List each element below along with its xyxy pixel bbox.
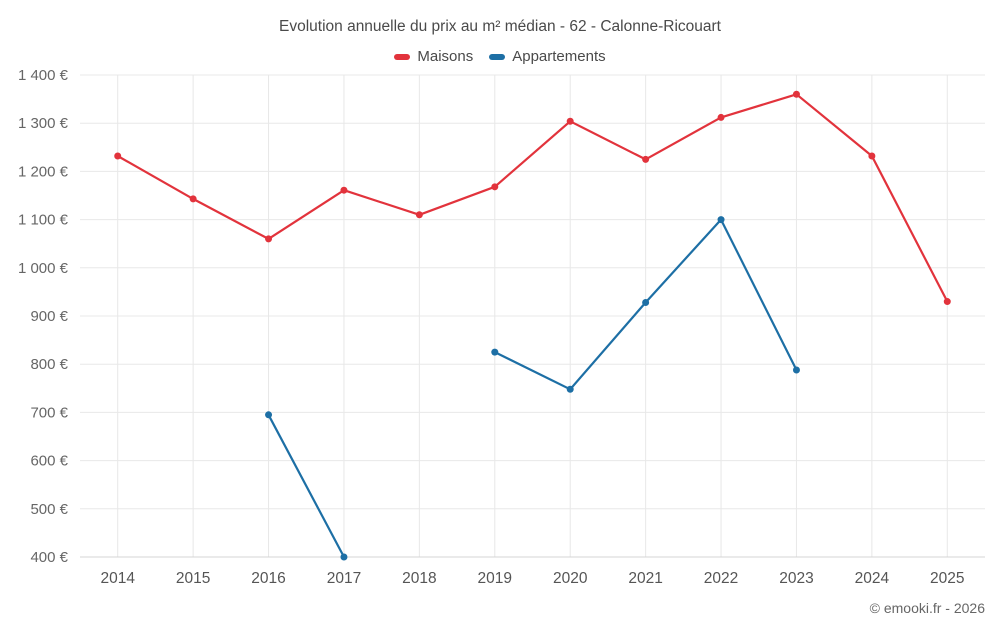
data-point-maisons-2016[interactable] bbox=[265, 235, 273, 243]
copyright: © emooki.fr - 2026 bbox=[869, 600, 985, 616]
data-point-maisons-2022[interactable] bbox=[717, 113, 725, 121]
data-point-appartements-2021[interactable] bbox=[642, 299, 650, 307]
data-point-maisons-2019[interactable] bbox=[491, 183, 499, 191]
x-axis-label: 2019 bbox=[478, 570, 512, 587]
data-point-maisons-2015[interactable] bbox=[189, 195, 197, 203]
data-point-appartements-2023[interactable] bbox=[792, 366, 800, 374]
y-axis-label: 700 € bbox=[30, 404, 68, 421]
data-point-maisons-2023[interactable] bbox=[792, 90, 800, 98]
x-axis-label: 2022 bbox=[704, 570, 738, 587]
x-axis-label: 2014 bbox=[100, 570, 135, 587]
x-axis-label: 2017 bbox=[327, 570, 361, 587]
legend-marker-maisons bbox=[394, 53, 411, 60]
x-axis-label: 2015 bbox=[176, 570, 210, 587]
data-point-maisons-2025[interactable] bbox=[943, 298, 951, 306]
y-axis-label: 1 300 € bbox=[18, 115, 69, 132]
y-axis-label: 800 € bbox=[30, 356, 68, 373]
y-axis-label: 400 € bbox=[30, 549, 68, 566]
data-point-maisons-2014[interactable] bbox=[114, 152, 122, 160]
data-point-appartements-2017[interactable] bbox=[340, 553, 348, 561]
legend-label-maisons: Maisons bbox=[417, 48, 474, 65]
chart-title: Evolution annuelle du prix au m² médian … bbox=[279, 18, 721, 35]
y-axis-label: 600 € bbox=[30, 453, 68, 470]
data-point-appartements-2019[interactable] bbox=[491, 348, 499, 356]
y-axis-label: 1 100 € bbox=[18, 212, 69, 229]
data-point-maisons-2021[interactable] bbox=[642, 155, 650, 163]
legend-label-appartements: Appartements bbox=[512, 48, 606, 65]
legend-item-maisons[interactable]: Maisons bbox=[394, 48, 473, 65]
y-axis-label: 1 000 € bbox=[18, 260, 69, 277]
x-axis-label: 2025 bbox=[930, 570, 964, 587]
x-axis-label: 2021 bbox=[628, 570, 662, 587]
data-point-maisons-2024[interactable] bbox=[868, 152, 876, 160]
y-axis-label: 1 400 € bbox=[18, 67, 69, 84]
legend-marker-appartements bbox=[489, 53, 506, 60]
series-line-appartements bbox=[267, 218, 798, 559]
x-axis-label: 2016 bbox=[251, 570, 285, 587]
data-point-appartements-2016[interactable] bbox=[265, 411, 273, 419]
x-axis-label: 2018 bbox=[402, 570, 436, 587]
data-point-appartements-2022[interactable] bbox=[717, 216, 725, 224]
x-axis-label: 2024 bbox=[855, 570, 890, 587]
data-point-maisons-2020[interactable] bbox=[566, 117, 574, 125]
x-axis-label: 2020 bbox=[553, 570, 588, 587]
y-axis-label: 500 € bbox=[30, 501, 68, 518]
y-axis-label: 1 200 € bbox=[18, 163, 69, 180]
legend-item-appartements[interactable]: Appartements bbox=[489, 48, 606, 65]
data-point-maisons-2018[interactable] bbox=[415, 211, 423, 219]
x-axis-label: 2023 bbox=[779, 570, 813, 587]
series-line-maisons bbox=[116, 93, 949, 303]
data-point-appartements-2020[interactable] bbox=[566, 385, 574, 393]
legend: Maisons Appartements bbox=[0, 48, 1000, 65]
y-axis-label: 900 € bbox=[30, 308, 68, 325]
data-point-maisons-2017[interactable] bbox=[340, 186, 348, 194]
